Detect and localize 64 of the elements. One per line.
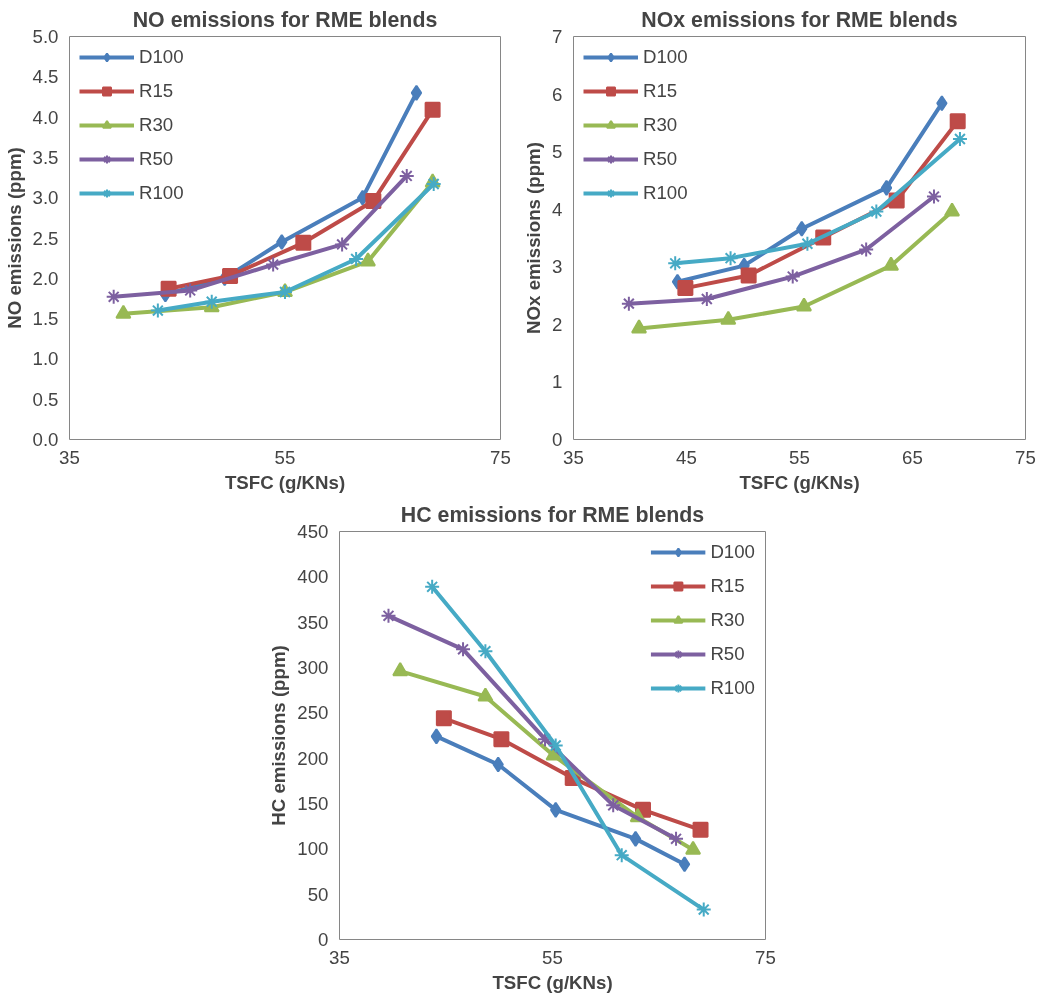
- legend-label: R50: [710, 643, 745, 665]
- y-tick-label: 100: [297, 838, 329, 860]
- x-tick-label: 55: [789, 446, 810, 468]
- legend-label: R50: [643, 148, 678, 170]
- y-tick-label: 1: [552, 371, 563, 393]
- y-tick-label: 3.5: [32, 146, 59, 168]
- y-tick-label: 2.0: [32, 267, 59, 289]
- legend-label: R50: [139, 148, 174, 170]
- x-tick-label: 45: [676, 446, 697, 468]
- legend-label: R30: [710, 609, 745, 631]
- y-tick-label: 0.0: [32, 429, 59, 450]
- y-tick-label: 5.0: [32, 26, 59, 47]
- y-tick-label: 2.5: [32, 227, 59, 249]
- y-axis-title: HC emissions (ppm): [268, 645, 290, 826]
- chart-title: NO emissions for RME blends: [132, 7, 438, 32]
- y-tick-label: 7: [552, 26, 563, 47]
- y-tick-label: 0: [552, 429, 563, 450]
- y-tick-label: 250: [297, 702, 329, 724]
- legend-label: R15: [710, 575, 745, 597]
- y-tick-label: 3.0: [32, 187, 59, 209]
- legend-label: R15: [643, 80, 678, 102]
- legend-label: D100: [139, 46, 184, 68]
- y-tick-label: 6: [552, 83, 563, 105]
- y-tick-label: 50: [307, 883, 329, 905]
- y-tick-label: 150: [297, 793, 329, 814]
- x-tick-label: 35: [59, 446, 80, 468]
- legend-label: R30: [643, 114, 678, 136]
- y-tick-label: 0: [318, 929, 329, 950]
- y-tick-label: 400: [297, 566, 329, 588]
- x-axis-title: TSFC (g/KNs): [739, 471, 860, 493]
- y-tick-label: 200: [297, 747, 329, 769]
- x-tick-label: 35: [563, 446, 584, 468]
- y-tick-label: 2: [552, 313, 563, 335]
- y-tick-label: 450: [297, 521, 329, 542]
- y-tick-label: 4.5: [32, 66, 59, 88]
- legend-label: D100: [643, 46, 688, 68]
- legend-label: R15: [139, 80, 174, 102]
- y-tick-label: 350: [297, 611, 329, 633]
- y-tick-label: 300: [297, 657, 329, 678]
- x-tick-label: 75: [490, 446, 511, 468]
- y-tick-label: 3: [552, 256, 563, 278]
- legend-label: D100: [710, 541, 755, 563]
- chart-title: HC emissions for RME blends: [400, 502, 705, 527]
- y-axis-title: NO emissions (ppm): [3, 147, 25, 329]
- y-tick-label: 0.5: [32, 388, 59, 410]
- x-tick-label: 35: [329, 946, 350, 968]
- legend-label: R100: [710, 677, 755, 699]
- legend-label: R30: [139, 114, 174, 136]
- x-axis-title: TSFC (g/KNs): [492, 971, 613, 993]
- x-tick-label: 55: [274, 446, 296, 468]
- y-tick-label: 4.0: [32, 106, 59, 128]
- x-tick-label: 55: [542, 946, 563, 968]
- legend-label: R100: [643, 182, 688, 204]
- y-tick-label: 1.5: [32, 308, 59, 330]
- x-axis-title: TSFC (g/KNs): [224, 471, 346, 493]
- y-axis-title: NOx emissions (ppm): [523, 142, 545, 334]
- x-tick-label: 65: [902, 446, 923, 468]
- y-tick-label: 1.0: [32, 348, 59, 370]
- legend-label: R100: [139, 182, 184, 204]
- chart-title: NOx emissions for RME blends: [641, 7, 958, 32]
- x-tick-label: 75: [755, 946, 776, 968]
- y-tick-label: 5: [552, 141, 563, 163]
- y-tick-label: 4: [552, 198, 563, 220]
- x-tick-label: 75: [1015, 446, 1036, 468]
